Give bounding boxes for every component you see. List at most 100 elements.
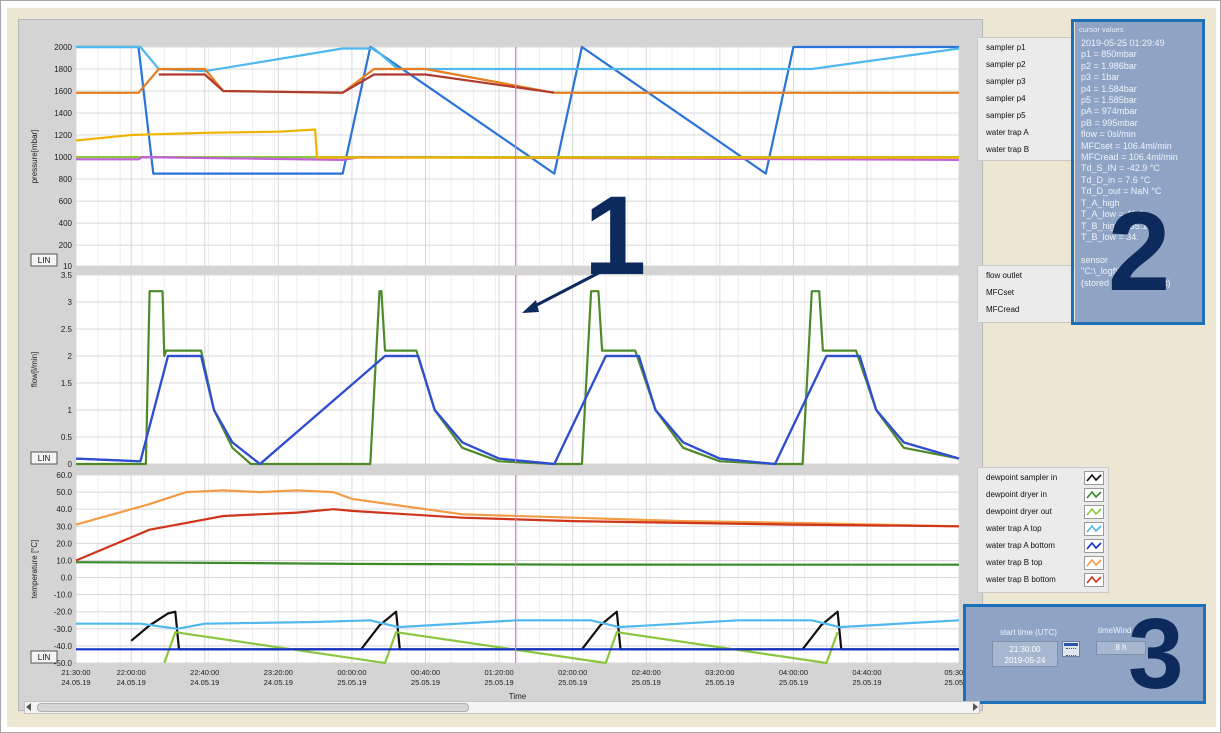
scale-button-label: LIN xyxy=(38,653,51,662)
x-tick-date: 25.05.19 xyxy=(485,678,514,687)
scale-button[interactable] xyxy=(30,650,58,664)
legend-label: water trap B xyxy=(986,145,1030,154)
x-tick-time: 02:00:00 xyxy=(558,668,587,677)
y-tick-label: 0.0 xyxy=(61,574,73,583)
legend-item[interactable]: water trap A bottom xyxy=(978,538,1108,555)
y-tick-label: -50.0 xyxy=(54,659,73,668)
cursor-value-line: p3 = 1bar xyxy=(1081,72,1120,83)
annotation-number-3: 3 xyxy=(1128,598,1184,710)
series-line-water-trap-a-top xyxy=(76,619,960,630)
y-tick-label: 1200 xyxy=(54,131,72,140)
cursor-value-line: MFCset = 106.4ml/min xyxy=(1081,140,1172,151)
scale-button-label: LIN xyxy=(38,256,51,265)
x-tick-date: 25.05.19 xyxy=(779,678,808,687)
cursor-value-line: flow = 0sl/min xyxy=(1081,129,1136,140)
scrollbar-thumb[interactable] xyxy=(37,703,469,712)
x-tick-date: 24.05.19 xyxy=(117,678,146,687)
series-line-dewpoint-dryer-in xyxy=(75,561,959,566)
y-tick-label: 0.5 xyxy=(61,433,73,442)
annotation-number-2: 2 xyxy=(1108,189,1171,314)
calendar-icon[interactable] xyxy=(1062,641,1080,657)
y-tick-label: 1000 xyxy=(54,153,72,162)
y-tick-label: -20.0 xyxy=(54,608,73,617)
legend-item[interactable]: dewpoint dryer out xyxy=(978,504,1108,521)
x-tick-time: 01:20:00 xyxy=(485,668,514,677)
y-tick-label: 10 xyxy=(63,262,72,271)
y-tick-label: -10.0 xyxy=(54,591,73,600)
y-tick-label: 20.0 xyxy=(56,539,72,548)
legend-label: sampler p2 xyxy=(986,60,1026,69)
series-line-sampler-p2 xyxy=(76,45,960,73)
legend-swatch-icon xyxy=(1084,539,1104,553)
cursor-values-list: 2019-05-25 01:29:49 p1 = 850mbar p2 = 1.98… xyxy=(1081,38,1178,289)
scale-button-label: LIN xyxy=(38,454,51,463)
y-tick-label: 30.0 xyxy=(56,522,72,531)
y-tick-label: 1 xyxy=(68,406,73,415)
horizontal-scrollbar[interactable] xyxy=(24,701,980,714)
start-time-value: 21:30:00 xyxy=(1009,645,1041,654)
legend-swatch-icon xyxy=(1084,471,1104,485)
x-tick-date: 25.05.19 xyxy=(558,678,587,687)
front-panel: 2000 1800 1600 1400 1200 1000 800 600 400 200 10 pr… xyxy=(7,8,1216,727)
y-axis-label: pressure[mbar] xyxy=(30,130,39,184)
cursor-values-panel: cursor values 2019-05-25 01:29:49 p1 = 85… xyxy=(1075,22,1203,322)
y-tick-label: 1600 xyxy=(54,87,72,96)
cursor-value-line: Td_S_IN = -42.9 °C xyxy=(1081,163,1160,174)
cursor-value-line: MFCread = 106.4ml/min xyxy=(1081,152,1178,163)
legend-item[interactable]: dewpoint sampler in xyxy=(978,470,1108,487)
x-tick-time: 21:30:00 xyxy=(61,668,90,677)
y-tick-label: 2 xyxy=(68,352,73,361)
y-tick-label: 2.5 xyxy=(61,325,73,334)
x-tick-date: 24.05.19 xyxy=(190,678,219,687)
cursor-value-line: 2019-05-25 01:29:49 xyxy=(1081,38,1165,48)
series-line-water-trap-b-top xyxy=(75,489,960,528)
legend-item[interactable]: water trap B top xyxy=(978,555,1108,572)
legend-swatch-icon xyxy=(1084,556,1104,570)
scale-button[interactable] xyxy=(30,253,58,267)
x-tick-date: 25.05.19 xyxy=(337,678,366,687)
charts-svg: 20001800160014001200100080060040020010pr… xyxy=(30,43,974,701)
legend-label: sampler p5 xyxy=(986,111,1026,120)
scroll-right-arrow[interactable] xyxy=(973,703,978,711)
cursor-values-title: cursor values xyxy=(1079,25,1124,34)
legend-label: MFCset xyxy=(986,288,1014,297)
legend-swatch-icon xyxy=(1084,488,1104,502)
start-time-label: start time (UTC) xyxy=(1000,628,1057,637)
x-tick-date: 25.05.19 xyxy=(705,678,734,687)
cursor-value-line: p1 = 850mbar xyxy=(1081,49,1137,60)
cursor-value-line: T_B_high = 35.1 xyxy=(1081,220,1148,231)
scroll-left-arrow[interactable] xyxy=(26,703,31,711)
legend-label: sampler p4 xyxy=(986,94,1026,103)
series-line-flow-outlet xyxy=(76,290,960,466)
legend-item[interactable]: water trap B bottom xyxy=(978,572,1108,589)
time-window-field[interactable]: 8 h xyxy=(1096,641,1146,655)
y-tick-label: 3 xyxy=(68,298,73,307)
x-tick-date: 24.05.19 xyxy=(61,678,90,687)
y-axis-label: temperature [°C] xyxy=(30,540,39,599)
annotation-number-1: 1 xyxy=(584,173,647,298)
legend-label: dewpoint dryer out xyxy=(986,507,1052,516)
start-time-field[interactable]: 21:30:00 2019-05-24 xyxy=(992,641,1058,667)
legend-swatch-icon xyxy=(1084,505,1104,519)
scale-button[interactable] xyxy=(30,451,58,465)
callout-box-3 xyxy=(963,604,1206,704)
legend-item[interactable]: water trap A top xyxy=(978,521,1108,538)
series-line-water-trap-b xyxy=(75,128,959,159)
x-tick-time: 03:20:00 xyxy=(705,668,734,677)
x-tick-time: 00:40:00 xyxy=(411,668,440,677)
y-tick-label: 40.0 xyxy=(56,505,72,514)
cursor-value-line: p4 = 1.584bar xyxy=(1081,83,1137,94)
annotation-arrow xyxy=(528,264,613,311)
legend-item[interactable]: dewpoint dryer in xyxy=(978,487,1108,504)
time-controls-panel: start time (UTC) 21:30:00 2019-05-24 tim… xyxy=(966,606,1204,702)
y-tick-label: 2000 xyxy=(54,43,72,52)
x-tick-date: 25.05.19 xyxy=(632,678,661,687)
x-tick-time: 00:00:00 xyxy=(337,668,366,677)
annotation-arrowhead xyxy=(522,300,539,313)
x-tick-date: 25.05.19 xyxy=(852,678,881,687)
cursor-value-line: p2 = 1.986bar xyxy=(1081,60,1137,71)
series-line-sampler-p5 xyxy=(158,73,555,94)
y-tick-label: 200 xyxy=(59,241,73,250)
legend-label: water trap A top xyxy=(986,524,1042,533)
y-tick-label: 0 xyxy=(68,460,73,469)
